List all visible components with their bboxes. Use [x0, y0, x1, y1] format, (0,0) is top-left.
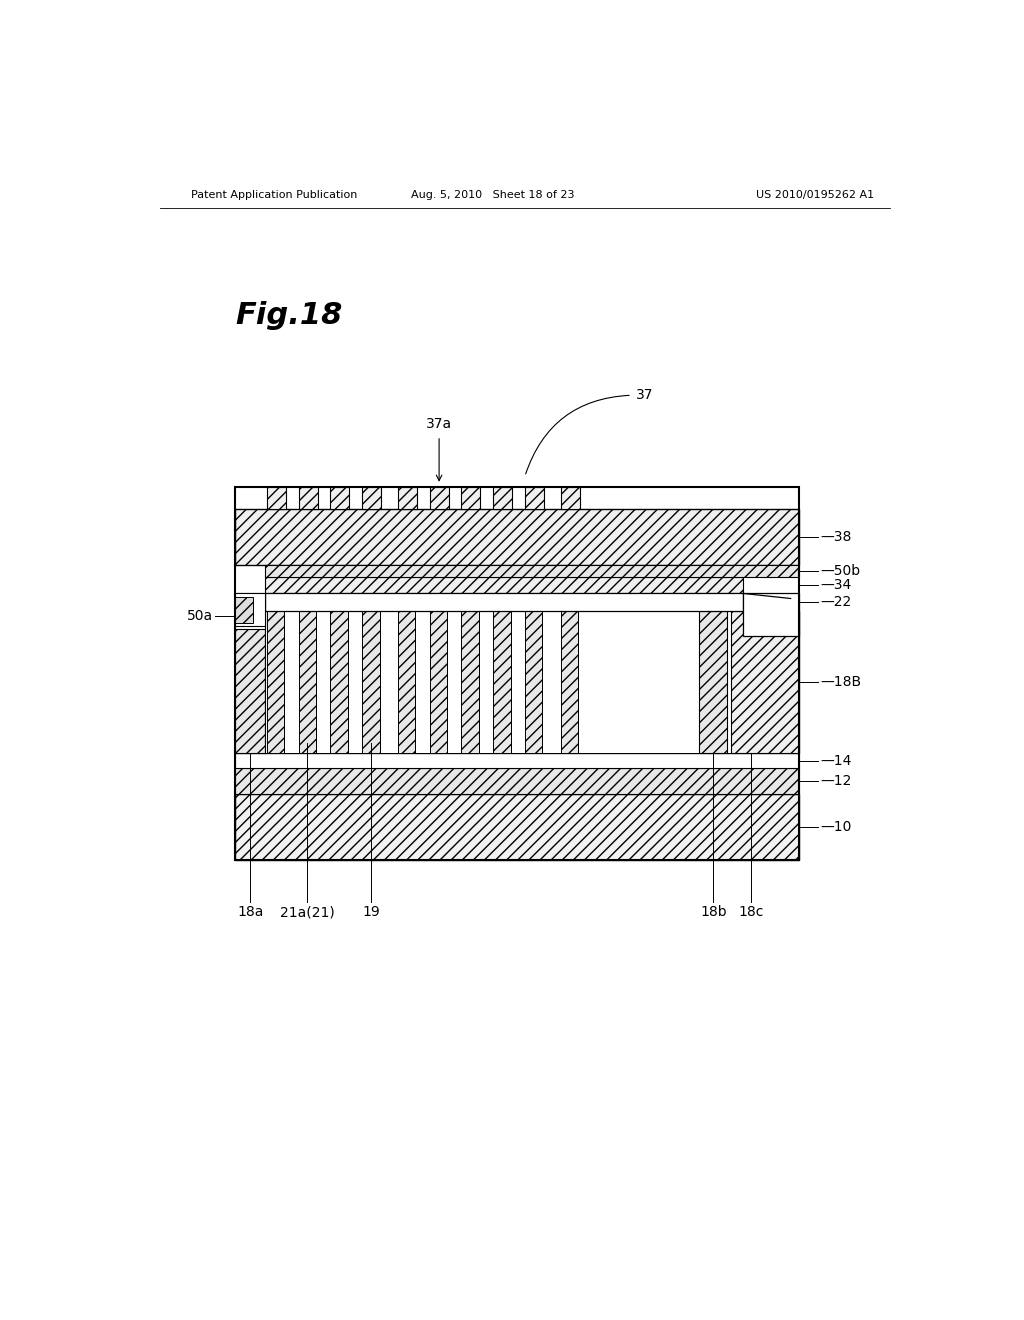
Bar	[267, 487, 286, 510]
Bar	[236, 611, 799, 752]
Bar	[265, 594, 743, 611]
Bar	[299, 487, 317, 510]
Bar	[236, 611, 265, 752]
Bar	[362, 611, 380, 752]
Bar	[494, 611, 511, 752]
Bar	[348, 611, 362, 752]
Bar	[461, 487, 480, 510]
Bar	[236, 487, 799, 859]
Bar	[331, 611, 348, 752]
Text: —50b: —50b	[821, 564, 861, 578]
Bar	[447, 611, 461, 752]
Text: Patent Application Publication: Patent Application Publication	[191, 190, 357, 201]
Bar	[380, 611, 397, 752]
Text: —22: —22	[821, 595, 852, 609]
Bar	[416, 611, 430, 752]
Text: —34: —34	[821, 578, 852, 593]
Text: 50a: 50a	[186, 609, 213, 623]
Bar	[362, 487, 381, 510]
Bar	[727, 611, 799, 752]
Bar	[267, 611, 285, 752]
Bar	[731, 611, 799, 752]
Bar	[461, 611, 479, 752]
Bar	[236, 768, 799, 793]
Text: —12: —12	[821, 774, 852, 788]
Bar	[265, 565, 799, 577]
Text: Aug. 5, 2010   Sheet 18 of 23: Aug. 5, 2010 Sheet 18 of 23	[412, 190, 574, 201]
Text: —14: —14	[821, 754, 852, 768]
Bar	[236, 510, 799, 565]
Text: 18a: 18a	[237, 906, 263, 920]
Bar	[560, 487, 580, 510]
Text: —18B: —18B	[821, 675, 862, 689]
Bar	[397, 611, 416, 752]
Bar	[265, 611, 267, 752]
Text: 21a(21): 21a(21)	[280, 906, 335, 920]
Bar	[331, 487, 349, 510]
Text: 18b: 18b	[700, 906, 727, 920]
Bar	[524, 611, 543, 752]
Bar	[743, 594, 799, 636]
Text: 37: 37	[636, 388, 653, 403]
Bar	[699, 611, 727, 752]
Text: Fig.18: Fig.18	[236, 301, 342, 330]
Bar	[265, 577, 743, 594]
Bar	[524, 487, 544, 510]
Bar	[479, 611, 494, 752]
Bar	[560, 611, 578, 752]
Bar	[236, 594, 265, 626]
Bar	[511, 611, 525, 752]
Bar	[236, 793, 799, 859]
Bar	[578, 611, 699, 752]
Text: 18c: 18c	[738, 906, 764, 920]
Bar	[316, 611, 331, 752]
Bar	[543, 611, 560, 752]
Bar	[299, 611, 316, 752]
Bar	[236, 752, 799, 768]
Bar	[236, 611, 256, 623]
Text: 37a: 37a	[426, 417, 453, 430]
Bar	[285, 611, 299, 752]
Text: —38: —38	[821, 531, 852, 544]
Bar	[236, 594, 265, 630]
Bar	[494, 487, 512, 510]
Text: 19: 19	[361, 906, 380, 920]
Text: —10: —10	[821, 820, 852, 834]
Bar	[236, 598, 253, 623]
Bar	[430, 487, 449, 510]
Bar	[430, 611, 447, 752]
Bar	[397, 487, 417, 510]
Text: US 2010/0195262 A1: US 2010/0195262 A1	[756, 190, 873, 201]
